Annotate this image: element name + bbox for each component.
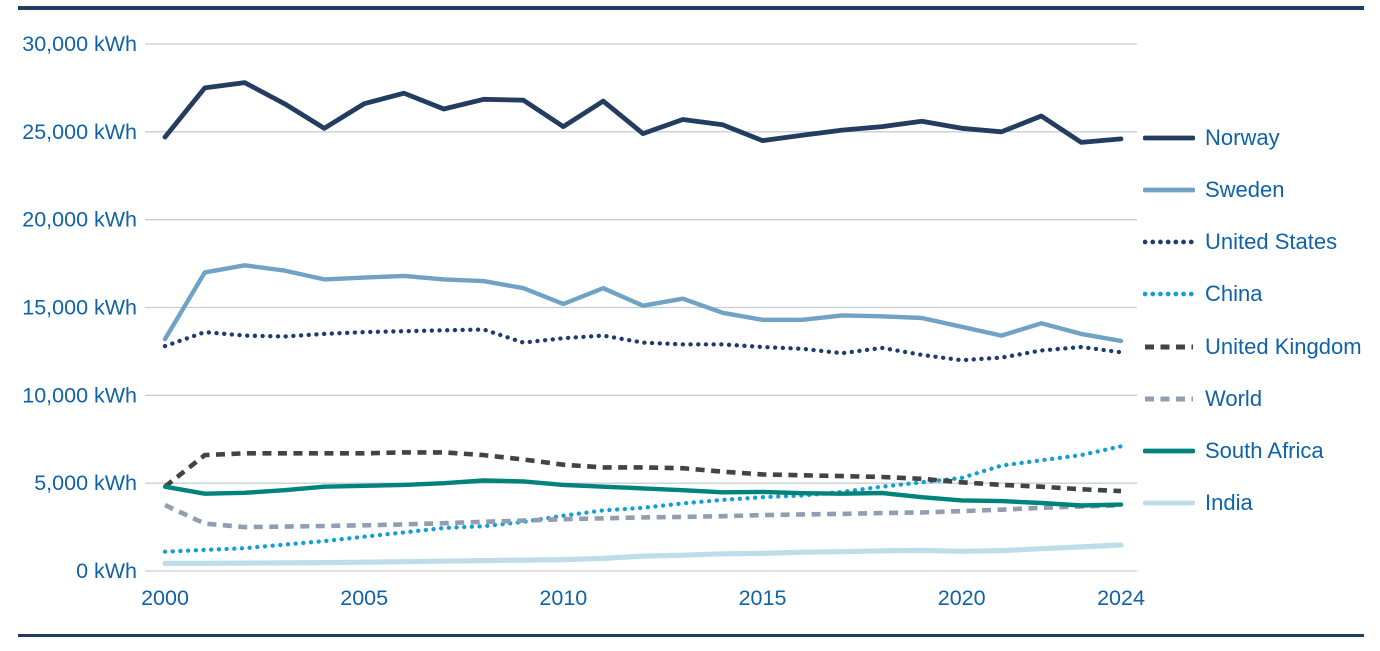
x-tick-label: 2024	[1097, 586, 1145, 610]
y-tick-label: 0 kWh	[76, 559, 137, 583]
legend-label: Norway	[1205, 125, 1280, 150]
y-tick-label: 5,000 kWh	[34, 471, 137, 495]
x-tick-label: 2015	[739, 586, 787, 610]
legend-label: China	[1205, 281, 1263, 307]
legend-item-world: World	[1143, 385, 1262, 413]
legend-item-norway: Norway	[1143, 124, 1280, 152]
y-tick-label: 25,000 kWh	[22, 120, 137, 144]
legend-label: India	[1205, 490, 1253, 516]
legend-swatch-solid	[1143, 500, 1195, 506]
x-tick-label: 2010	[539, 586, 587, 610]
legend-item-united-states: United States	[1143, 228, 1337, 256]
y-tick-label: 30,000 kWh	[22, 32, 137, 56]
legend-swatch-solid	[1143, 187, 1195, 193]
legend-item-united-kingdom: United Kingdom	[1143, 333, 1362, 361]
legend-item-south-africa: South Africa	[1143, 437, 1324, 465]
series-line-norway	[162, 80, 1124, 145]
y-tick-label: 10,000 kWh	[22, 383, 137, 407]
legend-label: World	[1205, 385, 1263, 411]
legend-label: Sweden	[1205, 177, 1285, 203]
legend-swatch-solid	[1143, 448, 1195, 454]
y-tick-label: 20,000 kWh	[22, 208, 137, 232]
series-line-china	[162, 444, 1124, 554]
series-line-india	[162, 542, 1124, 567]
y-tick-label: 15,000 kWh	[22, 296, 137, 320]
legend-item-india: India	[1143, 489, 1253, 517]
legend-label: United Kingdom	[1205, 333, 1362, 359]
series-line-united-states	[162, 327, 1124, 363]
chart-legend: Norway Sweden United States China United Kin…	[1143, 0, 1380, 651]
legend-label: United States	[1205, 229, 1338, 255]
x-tick-label: 2000	[141, 586, 189, 610]
legend-swatch-dotted	[1143, 292, 1195, 297]
legend-swatch-dotted	[1143, 239, 1195, 245]
top-divider-rule	[18, 6, 1364, 10]
x-tick-label: 2005	[340, 586, 388, 610]
series-line-south-africa	[162, 478, 1124, 508]
legend-swatch-solid	[1143, 135, 1195, 141]
legend-swatch-dashed	[1145, 344, 1193, 350]
legend-swatch-dashed	[1145, 396, 1193, 402]
bottom-divider-rule	[18, 634, 1364, 637]
legend-label: South Africa	[1205, 437, 1324, 463]
legend-item-sweden: Sweden	[1143, 176, 1285, 204]
series-line-united-kingdom	[163, 450, 1122, 494]
legend-item-china: China	[1143, 280, 1262, 308]
series-line-world	[164, 503, 1122, 530]
series-line-sweden	[162, 263, 1124, 344]
x-tick-label: 2020	[938, 586, 986, 610]
